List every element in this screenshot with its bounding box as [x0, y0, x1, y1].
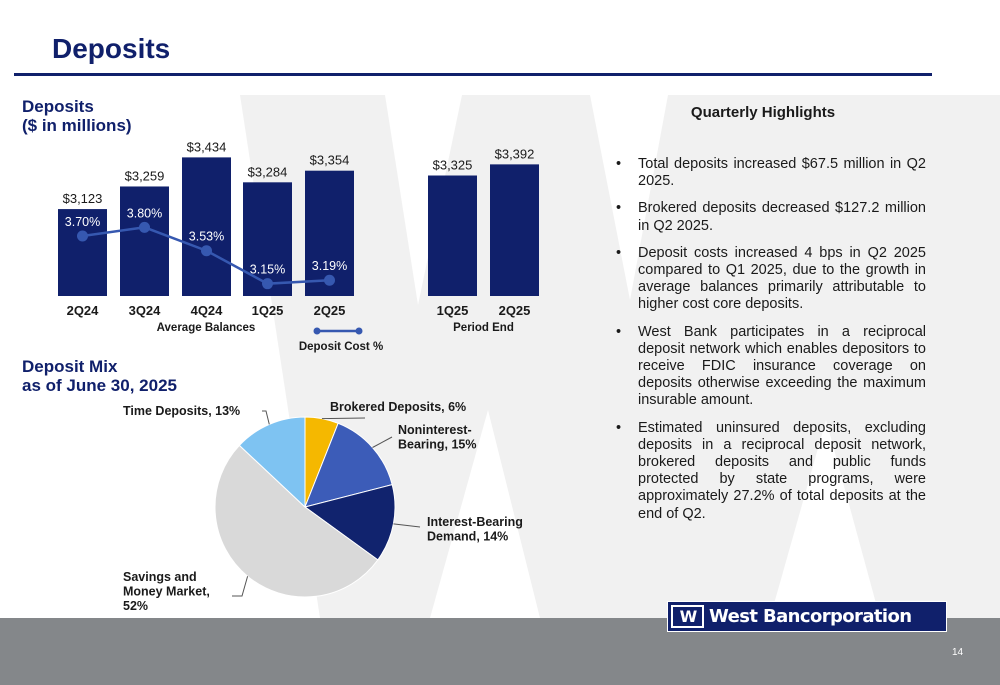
highlight-item: Estimated uninsured deposits, excluding … [614, 420, 926, 523]
deposit-cost-label: 3.19% [312, 259, 347, 273]
pie-leader-line [321, 417, 366, 420]
highlight-item: Total deposits increased $67.5 million i… [614, 156, 926, 190]
pie-leader-line [372, 436, 393, 448]
x-tick-label: 4Q24 [191, 303, 224, 318]
deposits-title-line1: Deposits [22, 97, 94, 116]
deposit-cost-point [262, 278, 273, 290]
legend-label: Deposit Cost % [299, 341, 383, 353]
x-tick-label: 2Q24 [67, 303, 100, 318]
deposit-mix-pie-chart: Brokered Deposits, 6% Noninterest-Bearing… [123, 400, 523, 613]
pie-slice-label: Time Deposits, 13% [123, 404, 240, 418]
pie-slice-label: Bearing, 15% [398, 438, 477, 452]
pie-slice-label: Money Market, [123, 585, 210, 599]
deposit-cost-point [77, 230, 88, 242]
x-tick-label: 3Q24 [129, 303, 162, 318]
pie-slice [303, 484, 396, 561]
deposit-cost-label: 3.53% [189, 230, 224, 244]
x-tick-label: 2Q25 [499, 303, 531, 318]
highlight-item: Brokered deposits decreased $127.2 milli… [614, 200, 926, 234]
deposit-cost-point [201, 245, 212, 257]
deposit-bar [490, 164, 539, 296]
bar-value-label: $3,434 [187, 139, 227, 154]
mix-section-title: Deposit Mix as of June 30, 2025 [22, 357, 177, 395]
pie-slice-label: Savings and [123, 570, 197, 584]
deposit-cost-label: 3.70% [65, 215, 100, 229]
logo-text: West Bancorporation [709, 606, 912, 627]
deposit-cost-point [324, 274, 335, 286]
x-tick-label: 1Q25 [437, 303, 469, 318]
highlights-title: Quarterly Highlights [690, 104, 836, 121]
x-tick-label: 2Q25 [314, 303, 346, 318]
title-divider [14, 73, 932, 76]
bar-value-label: $3,123 [63, 191, 103, 206]
bar-value-label: $3,392 [495, 146, 535, 161]
page-title: Deposits [52, 33, 171, 64]
pie-slice-label: 52% [123, 599, 148, 613]
bar-group-label: Average Balances [157, 322, 256, 334]
deposits-title-line2: ($ in millions) [22, 116, 132, 135]
pie-slice-label: Interest-Bearing [427, 515, 523, 529]
deposit-bar [58, 209, 107, 296]
company-logo: W West Bancorporation [667, 601, 947, 632]
deposit-cost-label: 3.80% [127, 206, 162, 220]
x-tick-label: 1Q25 [252, 303, 284, 318]
deposit-cost-label: 3.15% [250, 263, 285, 277]
bar-value-label: $3,259 [125, 168, 165, 183]
deposit-bar [243, 182, 292, 296]
bar-value-label: $3,325 [433, 158, 473, 173]
pie-leader-line [262, 410, 270, 425]
deposit-cost-point [139, 221, 150, 233]
deposit-bar [120, 186, 169, 296]
deposits-bar-chart: $3,123 2Q24 $3,259 3Q24 $3,434 4Q24 $3,284 1Q25… [58, 139, 539, 353]
legend-marker [355, 327, 363, 335]
logo-mark: W [671, 605, 704, 628]
pie-slice-label: Brokered Deposits, 6% [330, 400, 466, 414]
bar-value-label: $3,284 [248, 164, 288, 179]
deposits-section-title: Deposits ($ in millions) [22, 97, 132, 135]
pie-slice [304, 422, 393, 508]
mix-title-line2: as of June 30, 2025 [22, 376, 177, 395]
deposit-bar [182, 157, 231, 296]
mix-title-line1: Deposit Mix [22, 357, 118, 376]
legend-marker [313, 327, 321, 335]
highlight-item: West Bank participates in a reciprocal d… [614, 324, 926, 410]
deposit-bar [428, 175, 477, 296]
pie-leader-line [393, 523, 421, 528]
pie-slice-label: Demand, 14% [427, 530, 508, 544]
pie-leader-line [232, 576, 249, 597]
page-number: 14 [952, 647, 964, 658]
bar-group-label: Period End [453, 322, 514, 334]
pie-slice-label: Noninterest- [398, 423, 472, 437]
bar-value-label: $3,354 [310, 153, 350, 168]
highlights-list: Total deposits increased $67.5 million i… [614, 156, 926, 533]
highlight-item: Deposit costs increased 4 bps in Q2 2025… [614, 245, 926, 314]
